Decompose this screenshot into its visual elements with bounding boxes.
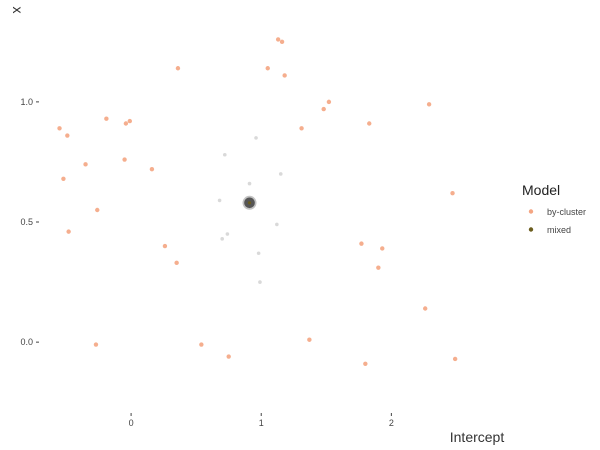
- by-cluster-point: [175, 66, 181, 71]
- by-cluster-point: [367, 121, 372, 126]
- by-cluster-point: [127, 118, 132, 124]
- by-cluster-point: [376, 265, 381, 270]
- by-cluster-point: [226, 354, 231, 359]
- by-cluster-point: [104, 116, 109, 121]
- y-tick-label: 0.5: [20, 217, 33, 227]
- by-cluster-point: [363, 361, 368, 366]
- by-cluster-point: [279, 39, 285, 45]
- by-cluster-point: [321, 106, 326, 112]
- by-cluster-point: [93, 342, 99, 347]
- by-cluster-point: [123, 121, 129, 126]
- y-axis: 0.0 0.5 1.0: [20, 97, 39, 347]
- by-cluster-point: [65, 133, 70, 138]
- by-cluster-point: [122, 157, 127, 162]
- x-tick-label: 1: [259, 418, 264, 428]
- legend-key-mixed: [528, 227, 534, 232]
- x-axis: 0 1 2: [129, 413, 394, 428]
- x-tick-label: 2: [389, 418, 394, 428]
- by-cluster-point: [162, 243, 168, 249]
- by-cluster-point: [307, 337, 312, 342]
- by-cluster-point: [299, 126, 304, 131]
- by-cluster-point: [275, 37, 281, 42]
- by-cluster-point: [282, 73, 287, 78]
- faint-point: [254, 136, 258, 140]
- by-cluster-point: [452, 356, 458, 362]
- by-cluster-point: [95, 207, 100, 213]
- by-cluster-point: [83, 162, 88, 167]
- by-cluster-point: [326, 99, 332, 105]
- series-layer: [57, 37, 458, 366]
- y-tick-label: 1.0: [20, 97, 33, 107]
- faint-point: [247, 181, 252, 186]
- legend-title: Model: [522, 182, 560, 198]
- by-cluster-point: [61, 176, 66, 181]
- faint-point: [222, 152, 227, 157]
- mixed-point-center: [247, 201, 252, 205]
- by-cluster-point: [66, 229, 71, 234]
- legend: Model by-cluster mixed: [522, 182, 586, 235]
- faint-point: [225, 232, 230, 236]
- faint-points-layer: [217, 136, 283, 284]
- x-axis-title: Intercept: [450, 429, 505, 445]
- legend-label-by-cluster: by-cluster: [547, 207, 586, 217]
- x-tick-label: 0: [129, 418, 134, 428]
- legend-key-by-cluster: [528, 209, 534, 214]
- by-cluster-point: [450, 190, 455, 196]
- by-cluster-point: [423, 306, 428, 311]
- by-cluster-point: [380, 246, 385, 251]
- by-cluster-point: [359, 241, 364, 246]
- faint-point: [258, 280, 262, 284]
- faint-point: [275, 222, 279, 227]
- y-tick-label: 0.0: [20, 337, 33, 347]
- by-cluster-point: [149, 166, 155, 172]
- by-cluster-point: [174, 260, 179, 266]
- by-cluster-point: [426, 102, 432, 107]
- legend-label-mixed: mixed: [547, 225, 571, 235]
- faint-point: [278, 172, 283, 176]
- by-cluster-point: [57, 126, 62, 131]
- faint-point: [256, 251, 261, 256]
- faint-point: [217, 198, 222, 203]
- by-cluster-point: [199, 342, 204, 347]
- faint-point: [220, 237, 224, 241]
- y-axis-title: x: [10, 7, 26, 14]
- by-cluster-point: [265, 66, 270, 71]
